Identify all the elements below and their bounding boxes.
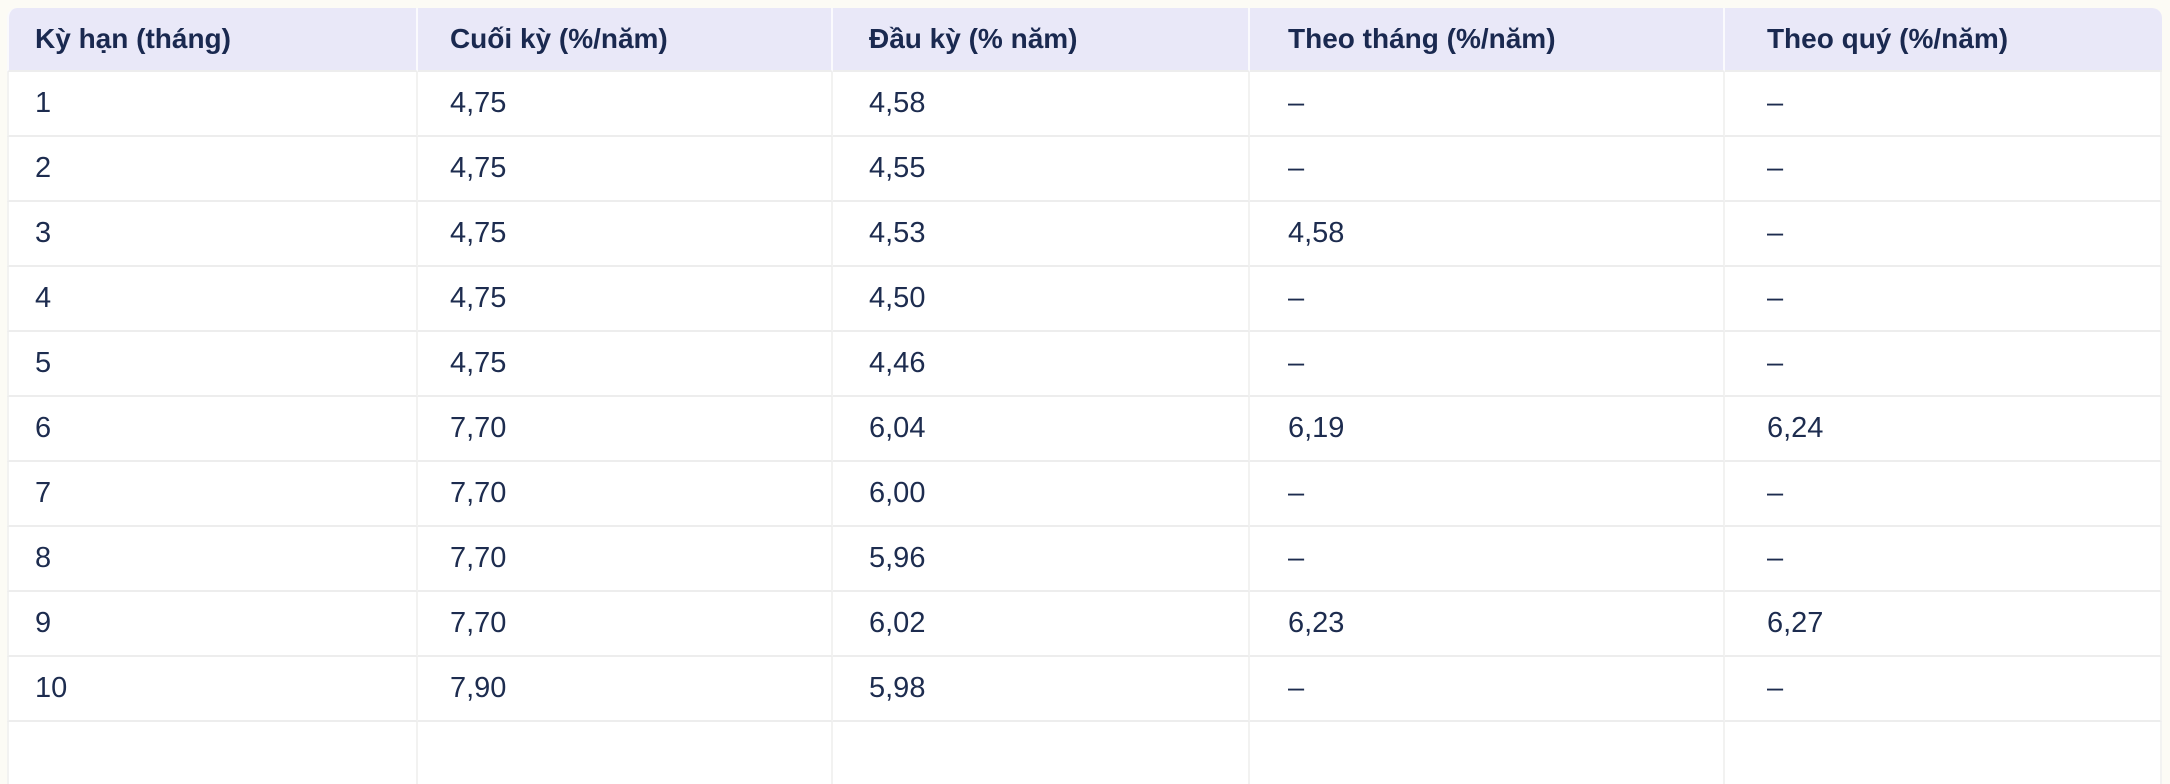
cell-term: 5 [7, 332, 418, 397]
table-row: 6 7,70 6,04 6,19 6,24 [7, 397, 2162, 462]
cell-rate: – [1724, 137, 2162, 202]
table-row: 5 4,75 4,46– – [7, 332, 2162, 397]
cell-rate: – [1724, 72, 2162, 137]
cell-rate: 4,75 [417, 332, 833, 397]
column-header-start-of-term: Đầu kỳ (% năm) [833, 8, 1250, 72]
cell-term: 7 [7, 462, 418, 527]
cell-rate: 6,00 [833, 462, 1250, 527]
cell-rate: 7,90 [417, 657, 833, 722]
cell-empty [833, 722, 1250, 784]
column-header-term: Kỳ hạn (tháng) [7, 8, 418, 72]
cell-rate: 6,27 [1724, 592, 2162, 657]
cell-rate: – [1249, 267, 1725, 332]
cell-rate: 6,02 [833, 592, 1250, 657]
table-row: 7 7,70 6,00– – [7, 462, 2162, 527]
cell-empty [417, 722, 833, 784]
cell-rate: 5,96 [833, 527, 1250, 592]
cell-rate: 6,24 [1724, 397, 2162, 462]
cell-rate: 5,98 [833, 657, 1250, 722]
cell-rate: – [1724, 462, 2162, 527]
cell-rate: – [1724, 657, 2162, 722]
table-row: 8 7,70 5,96– – [7, 527, 2162, 592]
cell-term: 3 [7, 202, 418, 267]
interest-rates-table-container: Kỳ hạn (tháng) Cuối kỳ (%/năm) Đầu kỳ (%… [7, 8, 2162, 784]
cell-term: 9 [7, 592, 418, 657]
cell-empty [1249, 722, 1725, 784]
table-body: 1 4,75 4,58– –2 4,75 4,55– –3 4,75 4,53 4,58–4 4,7… [7, 72, 2162, 784]
cell-rate: 4,46 [833, 332, 1250, 397]
cell-rate: – [1249, 137, 1725, 202]
table-row: 10 7,90 5,98– – [7, 657, 2162, 722]
table-row: 3 4,75 4,53 4,58– [7, 202, 2162, 267]
cell-rate: 4,55 [833, 137, 1250, 202]
cell-rate: 7,70 [417, 397, 833, 462]
cell-rate: 4,75 [417, 202, 833, 267]
table-row: 4 4,75 4,50– – [7, 267, 2162, 332]
cell-term: 6 [7, 397, 418, 462]
cell-term: 1 [7, 72, 418, 137]
interest-rates-table: Kỳ hạn (tháng) Cuối kỳ (%/năm) Đầu kỳ (%… [7, 8, 2162, 784]
table-row: 2 4,75 4,55– – [7, 137, 2162, 202]
cell-rate: 4,75 [417, 137, 833, 202]
cell-rate: – [1724, 527, 2162, 592]
column-header-monthly: Theo tháng (%/năm) [1249, 8, 1725, 72]
cell-rate: – [1724, 332, 2162, 397]
cell-term: 4 [7, 267, 418, 332]
cell-rate: – [1249, 657, 1725, 722]
table-row-partial [7, 722, 2162, 784]
cell-rate: 4,75 [417, 267, 833, 332]
cell-rate: – [1724, 202, 2162, 267]
cell-rate: 4,53 [833, 202, 1250, 267]
cell-rate: 7,70 [417, 462, 833, 527]
cell-term: 8 [7, 527, 418, 592]
cell-rate: 4,58 [833, 72, 1250, 137]
cell-rate: 4,75 [417, 72, 833, 137]
cell-empty [1724, 722, 2162, 784]
cell-term: 2 [7, 137, 418, 202]
table-row: 1 4,75 4,58– – [7, 72, 2162, 137]
cell-rate: – [1249, 72, 1725, 137]
cell-rate: 6,04 [833, 397, 1250, 462]
cell-rate: 4,58 [1249, 202, 1725, 267]
cell-empty [7, 722, 418, 784]
cell-rate: 7,70 [417, 527, 833, 592]
column-header-end-of-term: Cuối kỳ (%/năm) [417, 8, 833, 72]
column-header-quarterly: Theo quý (%/năm) [1724, 8, 2162, 72]
cell-rate: 4,50 [833, 267, 1250, 332]
cell-rate: 7,70 [417, 592, 833, 657]
table-row: 9 7,70 6,02 6,23 6,27 [7, 592, 2162, 657]
cell-rate: 6,23 [1249, 592, 1725, 657]
table-header-row: Kỳ hạn (tháng) Cuối kỳ (%/năm) Đầu kỳ (%… [7, 8, 2162, 72]
cell-term: 10 [7, 657, 418, 722]
cell-rate: – [1249, 462, 1725, 527]
cell-rate: – [1724, 267, 2162, 332]
cell-rate: – [1249, 527, 1725, 592]
cell-rate: 6,19 [1249, 397, 1725, 462]
cell-rate: – [1249, 332, 1725, 397]
